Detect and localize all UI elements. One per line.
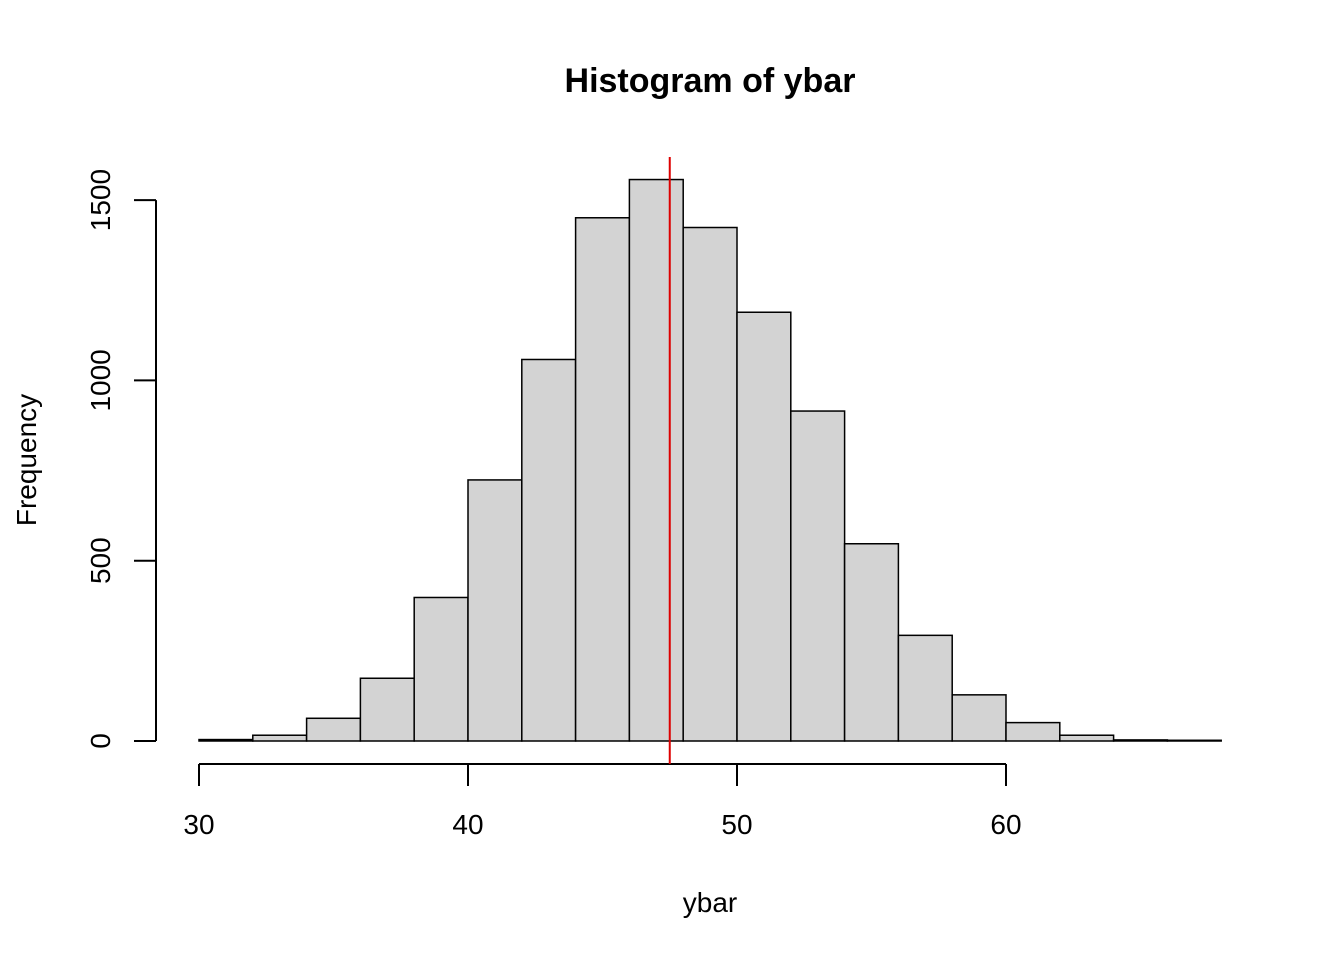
bars-group (198, 178, 1222, 742)
y-tick-label: 1500 (85, 169, 116, 231)
x-axis: 30 40 50 60 (183, 763, 1022, 840)
histogram-bar (413, 596, 469, 742)
histogram-bar (1059, 734, 1115, 742)
y-axis-title: Frequency (11, 394, 42, 526)
x-axis-title: ybar (683, 887, 737, 918)
histogram-bar (1166, 739, 1222, 742)
histogram-bar (790, 410, 846, 742)
histogram-bar (736, 311, 792, 742)
histogram-bar (252, 734, 308, 742)
histogram-bar (305, 717, 362, 742)
x-tick-label: 50 (721, 809, 752, 840)
histogram-bar (897, 634, 953, 742)
x-tick-label: 40 (452, 809, 483, 840)
x-tick-label: 30 (183, 809, 214, 840)
histogram-bar (682, 226, 738, 742)
histogram-bar (467, 479, 523, 742)
histogram-bar (574, 217, 631, 742)
chart-title: Histogram of ybar (565, 62, 856, 100)
histogram-bar (359, 677, 415, 742)
y-tick-label: 500 (85, 537, 116, 584)
y-tick-label: 1000 (85, 349, 116, 411)
histogram-bar (1005, 721, 1061, 742)
histogram-bar (843, 543, 900, 742)
y-axis: 0 500 1000 1500 (85, 169, 157, 749)
histogram-bar (1112, 739, 1169, 742)
histogram-bar (628, 178, 684, 742)
histogram-bar (951, 694, 1007, 742)
y-tick-label: 0 (85, 733, 116, 749)
histogram-bar (521, 358, 577, 742)
x-tick-label: 60 (990, 809, 1021, 840)
histogram-bar (198, 738, 254, 742)
